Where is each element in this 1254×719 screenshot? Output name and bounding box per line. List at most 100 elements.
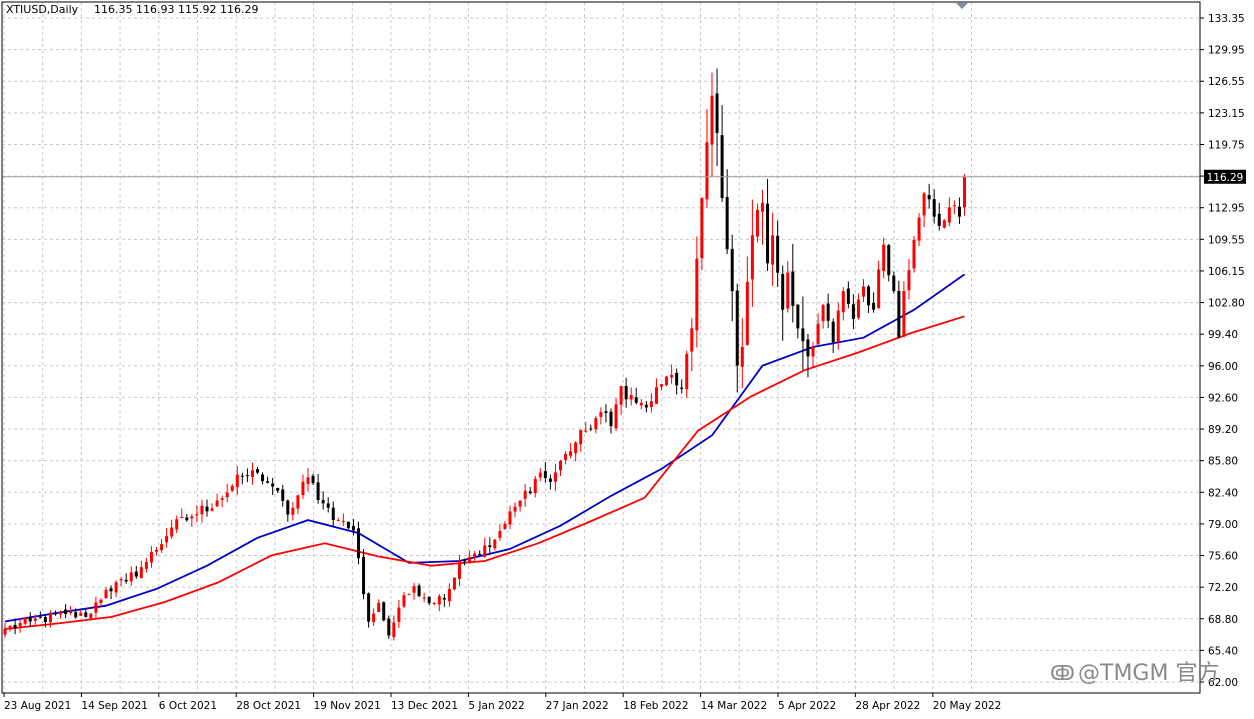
candle bbox=[932, 189, 936, 224]
candle-body bbox=[129, 572, 133, 582]
candle bbox=[437, 594, 441, 612]
candle bbox=[109, 585, 113, 600]
candle-body bbox=[84, 612, 88, 617]
candle bbox=[69, 605, 73, 616]
candle-body bbox=[947, 207, 951, 223]
candle bbox=[594, 415, 598, 434]
candle bbox=[306, 467, 310, 492]
candle-body bbox=[811, 346, 815, 357]
candle bbox=[13, 618, 17, 635]
candle bbox=[149, 546, 153, 568]
candle bbox=[907, 259, 911, 300]
candle bbox=[185, 514, 189, 522]
candle bbox=[604, 404, 608, 423]
candle bbox=[862, 279, 865, 303]
y-tick-label: 96.00 bbox=[1208, 361, 1238, 373]
candle-body bbox=[392, 622, 396, 638]
candle-body bbox=[210, 508, 214, 511]
candle bbox=[872, 292, 876, 313]
candle-body bbox=[281, 489, 285, 501]
candle bbox=[670, 364, 674, 384]
candle-body bbox=[609, 411, 613, 427]
candle bbox=[750, 199, 754, 307]
candle bbox=[266, 476, 270, 484]
candle bbox=[54, 610, 57, 616]
candle-body bbox=[761, 202, 764, 212]
candle-body bbox=[94, 602, 98, 613]
candle bbox=[94, 596, 98, 619]
y-tick-label: 79.00 bbox=[1208, 519, 1238, 531]
candle bbox=[856, 293, 860, 320]
y-tick-label: 123.15 bbox=[1208, 108, 1245, 120]
scroll-marker-icon[interactable] bbox=[956, 3, 968, 9]
candle-body bbox=[503, 523, 507, 530]
candle bbox=[705, 109, 709, 209]
candle-body bbox=[836, 310, 840, 342]
candle bbox=[624, 377, 628, 408]
candle bbox=[725, 169, 729, 254]
candle bbox=[215, 493, 219, 507]
candle-body bbox=[427, 596, 431, 604]
candle bbox=[220, 495, 224, 508]
candle bbox=[533, 475, 537, 498]
candle-body bbox=[372, 613, 376, 623]
candle bbox=[574, 441, 578, 462]
candle bbox=[957, 197, 961, 225]
candle-body bbox=[99, 599, 103, 603]
candle-body bbox=[872, 302, 876, 310]
candle-body bbox=[675, 372, 679, 386]
candle bbox=[523, 483, 527, 507]
candle bbox=[589, 424, 593, 432]
candle-body bbox=[351, 526, 355, 531]
candle bbox=[367, 592, 371, 628]
candle bbox=[372, 608, 376, 626]
y-tick-label: 82.40 bbox=[1208, 487, 1238, 499]
candle-body bbox=[306, 477, 310, 484]
candle bbox=[952, 200, 956, 215]
y-tick-label: 72.20 bbox=[1208, 582, 1238, 594]
candle-body bbox=[846, 288, 850, 304]
candle-body bbox=[680, 387, 684, 389]
candle bbox=[210, 503, 214, 512]
candle-body bbox=[523, 490, 527, 499]
candle-body bbox=[387, 618, 391, 636]
price-label-box: 116.29 bbox=[1204, 169, 1246, 184]
candle-body bbox=[483, 545, 487, 557]
candle-body bbox=[826, 303, 830, 321]
x-tick-label: 28 Oct 2021 bbox=[236, 700, 301, 712]
candle-body bbox=[170, 527, 174, 537]
candle-body bbox=[766, 203, 770, 264]
candle bbox=[357, 521, 360, 565]
candle bbox=[351, 519, 355, 536]
candle bbox=[887, 244, 891, 282]
candle-body bbox=[144, 561, 148, 569]
x-tick-label: 13 Dec 2021 bbox=[391, 700, 458, 712]
x-tick-label: 28 Apr 2022 bbox=[855, 700, 920, 712]
y-tick-label: 68.80 bbox=[1208, 614, 1238, 626]
candle-body bbox=[791, 271, 795, 306]
candle bbox=[806, 334, 810, 378]
candle-body bbox=[644, 404, 648, 408]
candle bbox=[639, 398, 643, 410]
candle-body bbox=[447, 588, 451, 602]
candle-body bbox=[488, 545, 492, 548]
time-axis[interactable]: 23 Aug 2021 14 Sep 2021 6 Oct 2021 28 Oct 2… bbox=[3, 693, 1001, 712]
candle bbox=[851, 294, 855, 330]
x-tick-label: 6 Oct 2021 bbox=[159, 700, 217, 712]
candle bbox=[271, 477, 275, 495]
candle bbox=[826, 293, 830, 329]
candle bbox=[28, 612, 32, 627]
y-tick-label: 133.35 bbox=[1208, 13, 1245, 25]
candle bbox=[498, 524, 502, 541]
candle-body bbox=[38, 616, 42, 618]
candle-body bbox=[357, 528, 360, 559]
candle bbox=[559, 459, 562, 476]
candle-body bbox=[165, 536, 169, 543]
ma-fast-line bbox=[4, 273, 966, 623]
candle bbox=[432, 602, 436, 606]
candle-body bbox=[225, 492, 229, 498]
price-axis[interactable]: 133.35129.95126.55123.15119.75116.35112.… bbox=[1200, 13, 1245, 689]
candle-body bbox=[377, 602, 381, 612]
